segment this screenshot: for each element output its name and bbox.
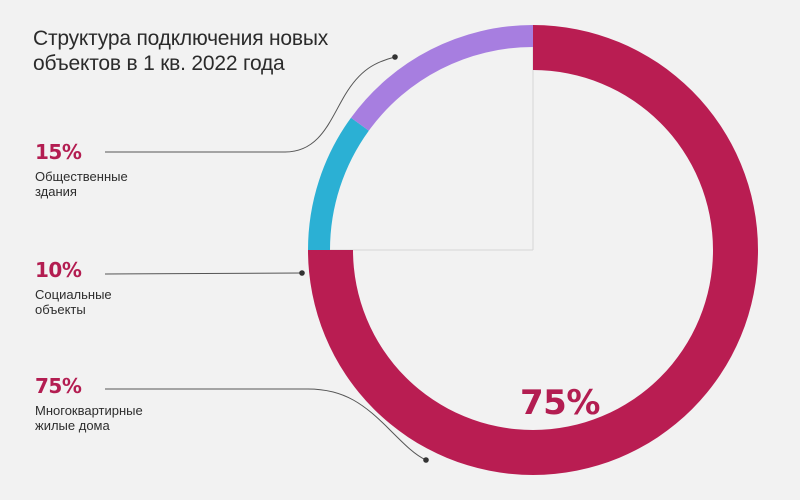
- legend-pct-public: 15%: [35, 140, 82, 164]
- center-value-label: 75%: [520, 383, 600, 423]
- legend-item-social: 10% Социальные объекты: [35, 259, 112, 317]
- legend-pct-social: 10%: [35, 258, 82, 282]
- leader-dot-public: [392, 54, 398, 60]
- legend-label-line2: жилые дома: [35, 418, 110, 433]
- legend-label-residential: Многоквартирные жилые дома: [35, 403, 143, 433]
- segment-public: [351, 24, 533, 131]
- leader-dot-social: [299, 270, 305, 276]
- chart-title-line2: объектов в 1 кв. 2022 года: [33, 52, 285, 75]
- legend-pct-residential: 75%: [35, 374, 82, 398]
- leader-line-public: [105, 56, 396, 153]
- legend-label-social: Социальные объекты: [35, 287, 112, 317]
- chart-title: Структура подключения новых объектов в 1…: [33, 26, 328, 76]
- legend-item-public: 15% Общественные здания: [35, 141, 128, 199]
- legend-label-line2: здания: [35, 184, 77, 199]
- chart-title-line1: Структура подключения новых: [33, 27, 329, 50]
- legend-label-line1: Общественные: [35, 169, 128, 184]
- legend-label-public: Общественные здания: [35, 169, 128, 199]
- legend-item-residential: 75% Многоквартирные жилые дома: [35, 375, 143, 433]
- leader-dot-residential: [423, 457, 429, 463]
- legend-label-line1: Многоквартирные: [35, 403, 143, 418]
- leader-line-social: [104, 272, 303, 275]
- legend-label-line2: объекты: [35, 302, 86, 317]
- leader-line-residential: [105, 388, 427, 461]
- legend-label-line1: Социальные: [35, 287, 112, 302]
- segment-social: [308, 117, 369, 250]
